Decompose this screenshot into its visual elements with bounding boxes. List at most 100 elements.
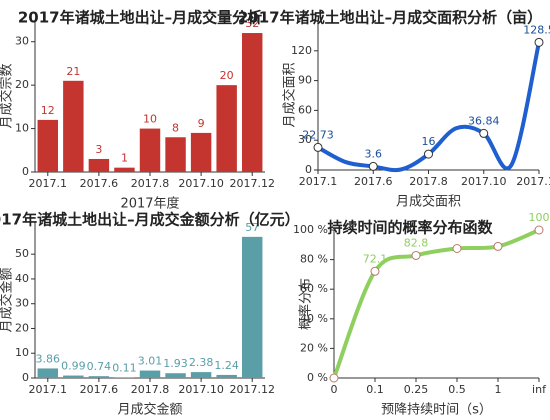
chart-panel: 0 10 20 30 2017.1 2017.6 2017.8 2017.10 2017.12 2… bbox=[0, 17, 275, 211]
value-label: 3 bbox=[95, 143, 102, 156]
bar bbox=[242, 236, 263, 378]
x-tick-label: 2017.8 bbox=[131, 383, 170, 396]
value-label: 0.74 bbox=[87, 360, 112, 373]
point bbox=[411, 250, 421, 260]
x-tick-label: 2017.10 bbox=[461, 175, 507, 188]
chart-panel: 0 10 20 30 40 50 2017.1 2017.6 2017.8 2017.10 2017… bbox=[0, 221, 275, 418]
x-tick-label: 2017.10 bbox=[178, 177, 224, 190]
y-tick-label: 10 bbox=[15, 122, 29, 135]
chart-panel: 0 30 60 90 120 2017.1 2017.6 2017.8 2017.10 2017.… bbox=[282, 20, 550, 210]
y-tick-label: 30 bbox=[15, 35, 29, 48]
x-tick-label: 0.1 bbox=[366, 383, 384, 396]
y-tick-label: 120 bbox=[291, 44, 312, 57]
y-tick-label: 0 bbox=[305, 163, 312, 176]
y-tick-label: 30 bbox=[298, 133, 312, 146]
y-tick-label: 50 bbox=[15, 247, 29, 260]
value-label: 1.93 bbox=[163, 357, 188, 370]
bar bbox=[114, 167, 135, 172]
value-label: 8 bbox=[172, 121, 179, 134]
x-tick-label: 2017.1 bbox=[29, 383, 68, 396]
value-label: 3.86 bbox=[36, 352, 61, 365]
chart-panel: 0 % 20 % 40 % 60 % 80 % 100 % 0 0.1 0.25 0.5 1 inf 预… bbox=[293, 211, 549, 418]
value-label: 3.01 bbox=[138, 355, 163, 368]
y-axis-title: 月成交宗数 bbox=[0, 63, 15, 128]
point bbox=[370, 266, 380, 276]
value-label: 22.73 bbox=[302, 128, 334, 141]
x-tick-label: 2017.12 bbox=[229, 383, 275, 396]
point bbox=[493, 241, 503, 251]
x-tick-label: 2017.6 bbox=[80, 177, 119, 190]
value-label: 21 bbox=[66, 65, 80, 78]
x-tick-label: 2017.12 bbox=[516, 175, 550, 188]
x-tick-label: 1 bbox=[495, 383, 502, 396]
x-axis-title: 月成交金额 bbox=[117, 402, 182, 418]
bar bbox=[216, 85, 237, 172]
y-tick-label: 90 bbox=[298, 74, 312, 87]
bar bbox=[190, 372, 212, 378]
x-tick-label: 2017.12 bbox=[229, 177, 275, 190]
x-tick-label: 2017.8 bbox=[131, 177, 170, 190]
y-tick-label: 100 % bbox=[293, 223, 328, 236]
value-label: 82.8 bbox=[404, 236, 429, 249]
value-label: 10 bbox=[143, 113, 157, 126]
point bbox=[479, 128, 489, 138]
x-tick-label: 2017.6 bbox=[354, 175, 393, 188]
x-tick-label: 2017.6 bbox=[80, 383, 119, 396]
x-tick-label: 2017.8 bbox=[409, 175, 448, 188]
y-tick-label: 20 bbox=[15, 321, 29, 334]
value-label: 57 bbox=[245, 221, 259, 234]
value-label: 12 bbox=[41, 104, 55, 117]
chart-title: 持续时间的概率分布函数 bbox=[327, 219, 493, 237]
y-tick-label: 80 % bbox=[300, 253, 328, 266]
bar bbox=[190, 132, 212, 172]
x-tick-label: 2017.1 bbox=[299, 175, 338, 188]
value-label: 1 bbox=[121, 152, 128, 165]
x-tick-label: 0.5 bbox=[448, 383, 466, 396]
point bbox=[424, 149, 433, 159]
bar bbox=[88, 158, 110, 172]
value-label: 0.11 bbox=[112, 362, 137, 375]
bar bbox=[216, 374, 237, 378]
bar bbox=[63, 80, 84, 172]
bar bbox=[88, 376, 110, 378]
y-tick-label: 0 % bbox=[307, 371, 328, 384]
value-label: 9 bbox=[198, 117, 205, 130]
chart-title: 2017年诸城土地出让–月成交量分析 bbox=[18, 9, 262, 27]
y-tick-label: 60 bbox=[298, 103, 312, 116]
y-tick-label: 30 bbox=[15, 297, 29, 310]
value-label: 100 bbox=[529, 211, 550, 224]
y-tick-label: 20 bbox=[15, 78, 29, 91]
value-label: 3.6 bbox=[365, 147, 383, 160]
bar bbox=[165, 373, 186, 378]
value-label: 2.38 bbox=[189, 356, 214, 369]
y-tick-label: 40 bbox=[15, 272, 29, 285]
value-label: 0.99 bbox=[61, 360, 86, 373]
value-label: 1.24 bbox=[214, 359, 239, 372]
line bbox=[317, 41, 541, 173]
x-axis-title: 月成交面积 bbox=[396, 194, 461, 210]
bar bbox=[37, 368, 58, 378]
value-label: 128.5 bbox=[523, 23, 550, 36]
x-axis-title: 2017年度 bbox=[120, 196, 179, 212]
value-label: 16 bbox=[422, 135, 436, 148]
bar bbox=[242, 33, 263, 173]
x-tick-label: 0.25 bbox=[404, 383, 429, 396]
value-label: 20 bbox=[220, 69, 234, 82]
x-tick-label: 2017.1 bbox=[29, 177, 68, 190]
y-axis-title: 概率分布 bbox=[298, 278, 314, 330]
x-axis-title: 预降持续时间（s） bbox=[381, 403, 492, 418]
bar bbox=[63, 375, 84, 378]
bar bbox=[139, 370, 161, 378]
y-tick-label: 60 % bbox=[300, 282, 328, 295]
y-axis-title: 月成交面积 bbox=[282, 62, 298, 127]
point bbox=[452, 244, 462, 253]
x-tick-label: 2017.10 bbox=[178, 383, 224, 396]
y-tick-label: 0 bbox=[22, 371, 29, 384]
point bbox=[534, 225, 544, 235]
y-tick-label: 20 % bbox=[300, 341, 328, 354]
x-tick-label: 0 bbox=[331, 383, 338, 396]
value-label: 72.1 bbox=[363, 252, 388, 265]
point bbox=[368, 161, 378, 171]
value-label: 32 bbox=[245, 17, 259, 30]
